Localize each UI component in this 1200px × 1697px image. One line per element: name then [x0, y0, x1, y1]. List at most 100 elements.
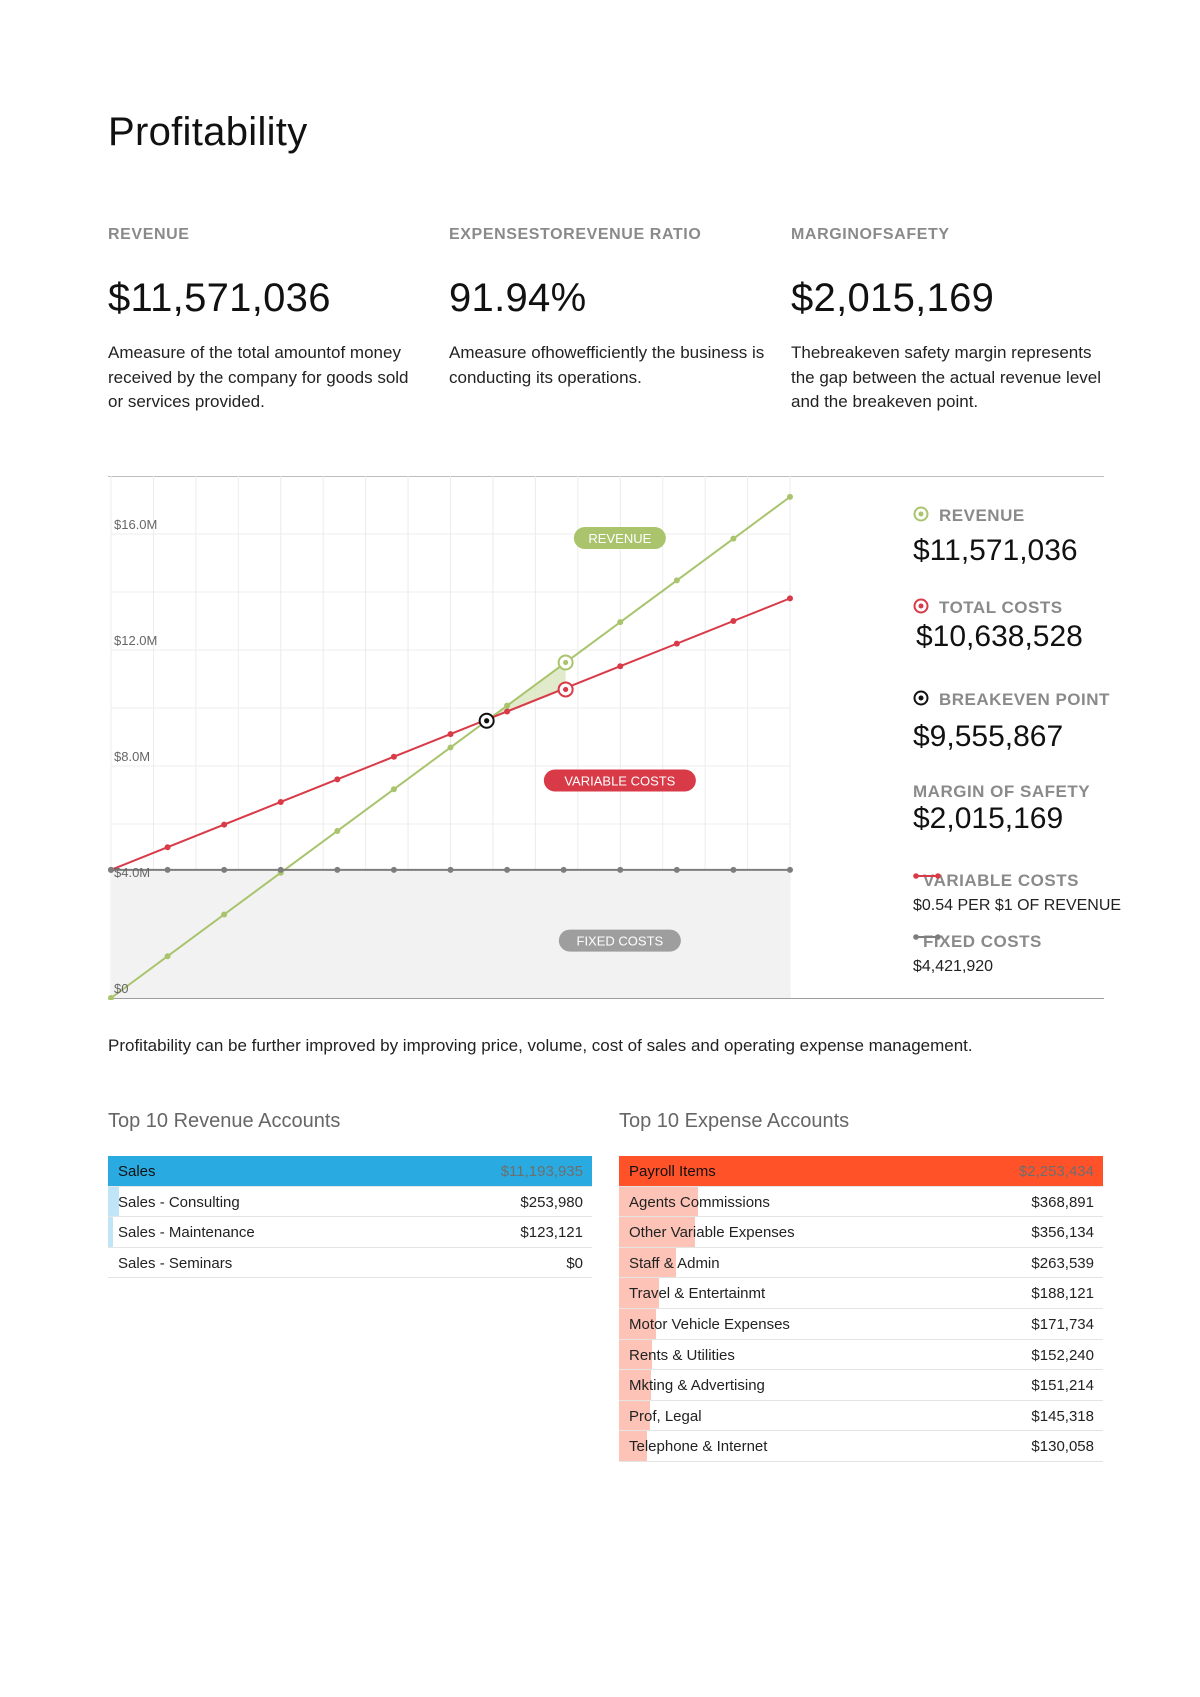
expense-account-bar [619, 1278, 660, 1308]
total-costs-point [164, 844, 171, 851]
expense-account-value: $263,539 [1031, 1254, 1094, 1272]
total-costs-point [730, 618, 737, 624]
revenue-account-bar [108, 1156, 592, 1186]
legend-revenue: REVENUE $11,571,036 [913, 506, 1078, 568]
legend-total-costs-label: TOTAL COSTS [939, 598, 1063, 617]
kpi-label: EXPENSESTOREVENUE RATIO [449, 226, 702, 243]
total-costs-point [277, 798, 284, 805]
y-tick-label: $8.0M [114, 749, 150, 764]
revenue-account-name: Sales - Consulting [118, 1193, 240, 1211]
y-tick-label: $0 [114, 981, 128, 996]
total-costs-marker-center [563, 686, 569, 693]
fixed-costs-point [560, 866, 567, 873]
revenue-accounts-table: Sales $11,193,935 Sales - Consulting $253,9… [108, 1156, 592, 1279]
revenue-point [334, 827, 341, 834]
kpi-description: Thebreakeven safety margin represents th… [791, 343, 1102, 411]
expense-account-bar [619, 1339, 652, 1370]
legend-variable-costs: VARIABLE COSTS $0.54 PER $1 OF REVENUE [913, 871, 1121, 915]
revenue-target-icon [913, 506, 929, 524]
expense-account-row: Motor Vehicle Expenses $171,734 [619, 1308, 1103, 1340]
breakeven-marker-center [484, 718, 490, 724]
fixed-costs-point [504, 866, 511, 873]
legend-fixed-costs: FIXED COSTS $4,421,920 [913, 932, 1042, 976]
total-costs-target-icon [913, 598, 929, 616]
fixed-costs-point [787, 866, 793, 873]
total-costs-point [673, 640, 680, 647]
legend-variable-label: VARIABLE COSTS [923, 871, 1079, 890]
expense-account-row: Other Variable Expenses $356,134 [619, 1217, 1103, 1248]
variable-tag-text: VARIABLE COSTS [564, 774, 675, 789]
expense-account-row: Travel & Entertainmt $188,121 [619, 1278, 1103, 1309]
revenue-point [730, 535, 737, 542]
revenue-point [617, 619, 624, 626]
revenue-account-value: $11,193,935 [500, 1163, 583, 1180]
expense-account-name: Motor Vehicle Expenses [629, 1315, 790, 1333]
revenue-account-name: Sales - Seminars [118, 1254, 233, 1272]
fixed-tag-pill [558, 929, 681, 952]
legend-margin-value: $2,015,169 [913, 802, 1064, 835]
y-tick-label: $4.0M [114, 865, 150, 880]
expense-table-title: Top 10 Expense Accounts [619, 1110, 850, 1132]
revenue-point [108, 995, 114, 1000]
revenue-point [673, 577, 680, 584]
fixed-costs-point [447, 866, 454, 873]
revenue-account-row: Sales - Seminars $0 [108, 1248, 592, 1279]
revenue-account-row: Sales - Consulting $253,980 [108, 1186, 592, 1218]
series-tags: REVENUE VARIABLE COSTS FIXED COSTS [543, 527, 696, 952]
legend-breakeven-value: $9,555,867 [913, 720, 1064, 753]
revenue-point [164, 953, 171, 960]
revenue-account-row: Sales $11,193,935 [108, 1156, 592, 1187]
breakeven-marker [478, 712, 495, 729]
expense-account-name: Prof, Legal [629, 1407, 702, 1425]
fixed-costs-point [673, 866, 680, 873]
revenue-table-title: Top 10 Revenue Accounts [108, 1110, 341, 1132]
fixed-costs-point [617, 866, 624, 873]
revenue-account-value: $0 [566, 1254, 583, 1272]
revenue-point [787, 493, 793, 500]
total-costs-marker [557, 681, 574, 698]
total-costs-point [334, 776, 341, 783]
total-costs-point [390, 753, 397, 760]
legend-total-costs: TOTAL COSTS $10,638,528 [913, 598, 1083, 654]
revenue-account-name: Sales - Maintenance [118, 1224, 255, 1242]
kpi-value: $2,015,169 [791, 276, 995, 320]
kpi-margin-of-safety: MARGINOFSAFETY $2,015,169 Thebreakeven s… [791, 226, 1111, 415]
kpi-revenue: REVENUE $11,571,036 Ameasure of the tota… [108, 226, 428, 415]
fixed-costs-point [334, 866, 341, 873]
revenue-account-value: $123,121 [520, 1224, 583, 1242]
series-lines [108, 493, 793, 1000]
legend-margin: MARGIN OF SAFETY $2,015,169 [913, 782, 1090, 836]
y-tick-label: $12.0M [114, 633, 157, 648]
revenue-tag: REVENUE [573, 527, 666, 550]
fixed-costs-point [390, 866, 397, 873]
expense-account-row: Payroll Items $2,253,434 [619, 1156, 1103, 1187]
revenue-tag-text: REVENUE [588, 531, 651, 546]
expense-account-row: Rents & Utilities $152,240 [619, 1339, 1103, 1371]
expense-account-value: $171,734 [1031, 1315, 1094, 1333]
kpi-expense-ratio: EXPENSESTOREVENUE RATIO 91.94% Ameasure … [449, 226, 769, 390]
expense-account-bar [619, 1400, 651, 1431]
expense-account-value: $130,058 [1031, 1438, 1094, 1456]
expense-account-value: $145,318 [1031, 1407, 1094, 1425]
markers [478, 654, 574, 729]
revenue-tag-pill [573, 527, 666, 550]
expense-account-name: Payroll Items [629, 1163, 716, 1180]
expense-account-row: Mkting & Advertising $151,214 [619, 1370, 1103, 1401]
expense-account-bar [619, 1247, 676, 1278]
revenue-account-value: $253,980 [520, 1193, 583, 1211]
legend-revenue-value: $11,571,036 [913, 534, 1078, 567]
revenue-account-bar [108, 1217, 114, 1247]
fixed-costs-point [277, 866, 284, 873]
kpi-value: $11,571,036 [108, 276, 331, 320]
expense-account-value: $151,214 [1031, 1377, 1094, 1395]
legend-total-costs-value: $10,638,528 [916, 620, 1083, 653]
kpi-value: 91.94% [449, 276, 587, 320]
expense-account-value: $188,121 [1031, 1285, 1094, 1303]
expense-account-value: $152,240 [1031, 1346, 1094, 1364]
kpi-description: Ameasure ofhowefficiently the business i… [449, 343, 765, 387]
expense-account-name: Travel & Entertainmt [629, 1285, 766, 1303]
total-costs-point [504, 708, 511, 715]
y-tick-labels: $0 $4.0M $8.0M $12.0M $16.0M [114, 517, 157, 996]
legend-revenue-label: REVENUE [939, 506, 1025, 525]
revenue-point [504, 702, 511, 709]
